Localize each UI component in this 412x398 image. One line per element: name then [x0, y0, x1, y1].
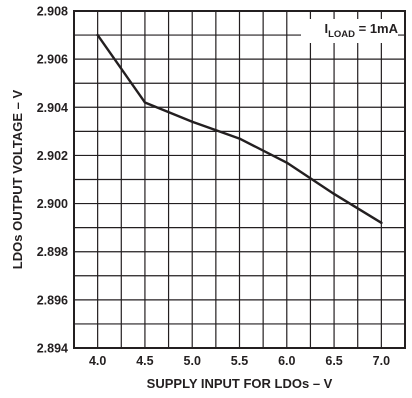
- data-point: [238, 137, 241, 140]
- annotation-subscript: LOAD: [328, 29, 355, 40]
- data-point: [143, 101, 147, 104]
- data-series: [96, 33, 383, 225]
- y-tick-label: 2.900: [37, 197, 68, 211]
- y-tick-label: 2.904: [37, 101, 68, 115]
- y-tick-label: 2.896: [37, 293, 68, 307]
- x-tick-label: 7.0: [373, 354, 390, 368]
- annotation-prefix: I: [324, 21, 328, 36]
- x-tick-label: 6.5: [325, 354, 342, 368]
- data-point: [380, 221, 383, 225]
- tick-labels: 4.0 4.5 5.0 5.5 6.0 6.5 7.0 2.894 2.896 2.898 2.90…: [37, 5, 390, 369]
- load-annotation: ILOAD = 1mA: [324, 21, 398, 40]
- data-point: [332, 192, 336, 196]
- grid: [73, 10, 406, 349]
- x-tick-label: 4.0: [89, 354, 106, 368]
- y-tick-label: 2.894: [37, 342, 68, 356]
- y-tick-label: 2.898: [37, 245, 68, 259]
- data-point: [96, 33, 99, 37]
- x-axis-label: SUPPLY INPUT FOR LDOs – V: [147, 376, 333, 391]
- annotation-background: [301, 19, 398, 43]
- y-tick-label: 2.902: [37, 149, 68, 163]
- y-tick-label: 2.906: [37, 53, 68, 67]
- x-tick-label: 5.5: [231, 354, 248, 368]
- data-point: [285, 161, 288, 164]
- x-tick-label: 6.0: [278, 354, 295, 368]
- x-tick-label: 4.5: [136, 354, 153, 368]
- x-tick-label: 5.0: [184, 354, 201, 368]
- annotation-suffix: = 1mA: [355, 21, 399, 36]
- data-point: [191, 120, 194, 123]
- y-tick-label: 2.908: [37, 5, 68, 19]
- y-axis-label: LDOs OUTPUT VOLTAGE – V: [10, 89, 25, 269]
- plot-frame: [73, 10, 406, 349]
